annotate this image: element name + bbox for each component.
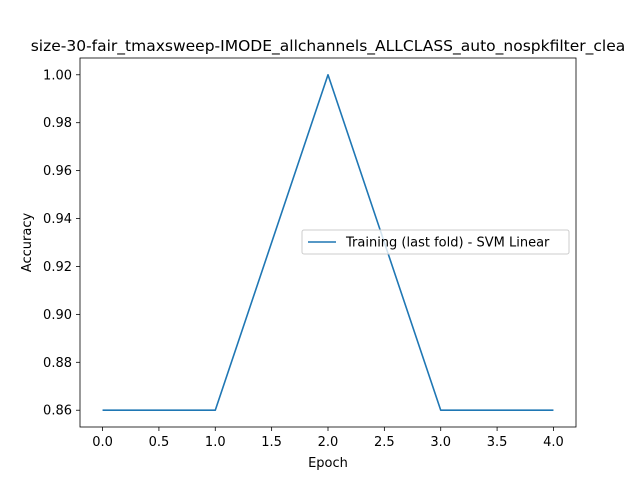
x-tick-label: 3.5: [487, 435, 508, 450]
y-tick-label: 0.96: [43, 164, 72, 179]
y-tick-label: 0.98: [43, 116, 72, 131]
y-axis: 0.86 0.88 0.90 0.92 0.94 0.96 0.98 1.00: [43, 68, 80, 419]
plot-area: 0.0 0.5 1.0 1.5 2.0 2.5 3.0 3.5 4.0 0.86 0.88 0.90…: [43, 57, 577, 450]
x-tick-label: 4.0: [543, 435, 564, 450]
y-tick-label: 0.92: [43, 260, 72, 275]
x-tick-label: 0.0: [92, 435, 113, 450]
legend-label: Training (last fold) - SVM Linear: [345, 236, 550, 251]
y-tick-label: 0.88: [43, 356, 72, 371]
x-tick-label: 3.0: [430, 435, 451, 450]
chart-title: size-30-fair_tmaxsweep-IMODE_allchannels…: [31, 37, 626, 56]
x-tick-label: 0.5: [149, 435, 170, 450]
x-axis-label: Epoch: [308, 456, 348, 471]
legend: Training (last fold) - SVM Linear: [301, 229, 570, 255]
x-axis: 0.0 0.5 1.0 1.5 2.0 2.5 3.0 3.5 4.0: [92, 427, 564, 450]
series-line-0: [102, 73, 554, 412]
x-tick-label: 1.5: [261, 435, 282, 450]
legend-box: [301, 229, 570, 255]
y-tick-label: 1.00: [43, 68, 72, 83]
x-tick-label: 1.0: [205, 435, 226, 450]
y-axis-label: Accuracy: [20, 213, 35, 273]
y-tick-label: 0.90: [43, 308, 72, 323]
x-tick-label: 2.5: [374, 435, 395, 450]
series-lines: [102, 73, 554, 412]
x-tick-label: 2.0: [318, 435, 339, 450]
y-tick-label: 0.94: [43, 212, 72, 227]
y-tick-label: 0.86: [43, 404, 72, 419]
